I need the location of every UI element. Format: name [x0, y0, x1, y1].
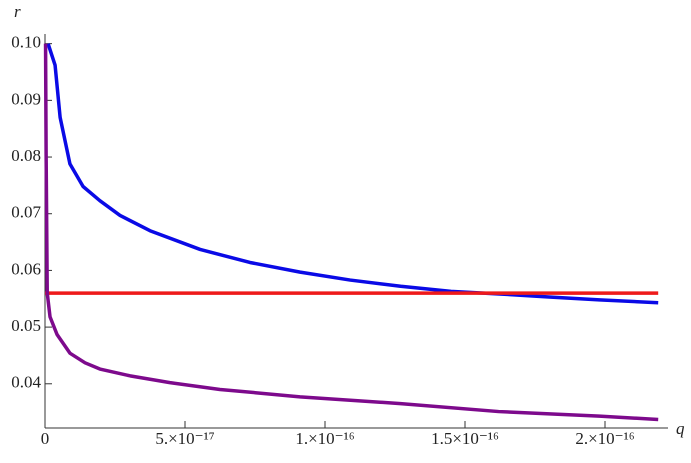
- line-series: [43, 43, 659, 422]
- y-tick-label: 0.07: [11, 203, 41, 222]
- y-axis-label: r: [14, 2, 21, 21]
- x-tick-label: 2.×10⁻¹⁶: [575, 429, 634, 448]
- y-tick-label: 0.08: [11, 146, 41, 165]
- x-tick-label: 1.5×10⁻¹⁶: [431, 429, 499, 448]
- y-tick-label: 0.06: [11, 259, 41, 278]
- x-tick-label: 5.×10⁻¹⁷: [155, 429, 214, 448]
- x-axis-label: q: [676, 419, 685, 438]
- y-tick-label: 0.10: [11, 33, 41, 52]
- y-tick-label: 0.04: [11, 373, 41, 392]
- y-tick-label: 0.05: [11, 316, 41, 335]
- line-series: [46, 43, 659, 305]
- x-tick-label: 1.×10⁻¹⁶: [295, 429, 354, 448]
- y-tick-label: 0.09: [11, 89, 41, 108]
- x-tick-label: 0: [41, 429, 50, 448]
